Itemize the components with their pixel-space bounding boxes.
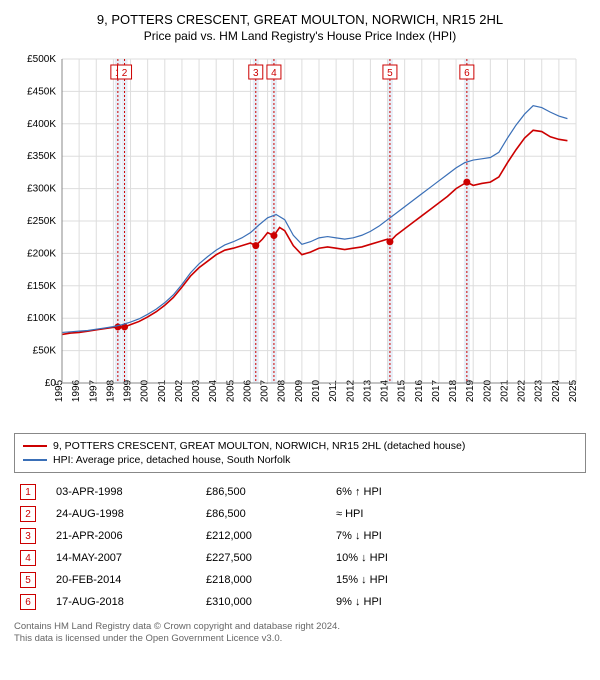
svg-text:£400K: £400K: [27, 119, 56, 130]
legend-swatch: [23, 459, 47, 461]
sale-date: 21-APR-2006: [50, 525, 200, 547]
sale-diff: 9% ↓ HPI: [330, 591, 586, 613]
sale-date: 03-APR-1998: [50, 481, 200, 503]
svg-text:£100K: £100K: [27, 313, 56, 324]
table-row: 6 17-AUG-2018£310,0009% ↓ HPI: [14, 591, 586, 613]
legend-label: 9, POTTERS CRESCENT, GREAT MOULTON, NORW…: [53, 440, 465, 452]
sale-date: 20-FEB-2014: [50, 569, 200, 591]
svg-text:£450K: £450K: [27, 86, 56, 97]
price-chart: £0£50K£100K£150K£200K£250K£300K£350K£400…: [14, 53, 586, 423]
sales-table: 103-APR-1998£86,5006% ↑ HPI224-AUG-1998£…: [14, 481, 586, 613]
svg-text:£150K: £150K: [27, 281, 56, 292]
sale-price: £86,500: [200, 481, 330, 503]
svg-text:5: 5: [387, 68, 393, 79]
sale-price: £212,000: [200, 525, 330, 547]
sale-price: £310,000: [200, 591, 330, 613]
svg-text:£300K: £300K: [27, 184, 56, 195]
sale-date: 24-AUG-1998: [50, 503, 200, 525]
sale-diff: ≈ HPI: [330, 503, 586, 525]
sale-date: 14-MAY-2007: [50, 547, 200, 569]
svg-text:2: 2: [122, 68, 128, 79]
sale-diff: 10% ↓ HPI: [330, 547, 586, 569]
sale-diff: 6% ↑ HPI: [330, 481, 586, 503]
sale-price: £227,500: [200, 547, 330, 569]
svg-text:£500K: £500K: [27, 54, 56, 65]
legend-row: HPI: Average price, detached house, Sout…: [23, 454, 577, 466]
legend-row: 9, POTTERS CRESCENT, GREAT MOULTON, NORW…: [23, 440, 577, 452]
svg-text:4: 4: [271, 68, 277, 79]
svg-text:£250K: £250K: [27, 216, 56, 227]
table-row: 4 14-MAY-2007£227,50010% ↓ HPI: [14, 547, 586, 569]
sale-price: £218,000: [200, 569, 330, 591]
legend-swatch: [23, 445, 47, 447]
svg-text:6: 6: [464, 68, 470, 79]
footer-line: Contains HM Land Registry data © Crown c…: [14, 621, 586, 633]
sale-price: £86,500: [200, 503, 330, 525]
sale-date: 17-AUG-2018: [50, 591, 200, 613]
sale-diff: 15% ↓ HPI: [330, 569, 586, 591]
footer-line: This data is licensed under the Open Gov…: [14, 633, 586, 645]
legend-label: HPI: Average price, detached house, Sout…: [53, 454, 290, 466]
sale-marker-box: 5: [20, 572, 36, 588]
svg-text:£200K: £200K: [27, 248, 56, 259]
sale-marker-box: 1: [20, 484, 36, 500]
svg-text:£50K: £50K: [33, 346, 57, 357]
chart-title: 9, POTTERS CRESCENT, GREAT MOULTON, NORW…: [14, 12, 586, 27]
sale-marker-box: 3: [20, 528, 36, 544]
sale-marker-box: 6: [20, 594, 36, 610]
sale-diff: 7% ↓ HPI: [330, 525, 586, 547]
svg-text:3: 3: [253, 68, 259, 79]
table-row: 2 24-AUG-1998£86,500≈ HPI: [14, 503, 586, 525]
legend: 9, POTTERS CRESCENT, GREAT MOULTON, NORW…: [14, 433, 586, 473]
table-row: 1 03-APR-1998£86,5006% ↑ HPI: [14, 481, 586, 503]
table-row: 3 21-APR-2006£212,0007% ↓ HPI: [14, 525, 586, 547]
chart-footer: Contains HM Land Registry data © Crown c…: [14, 621, 586, 646]
sale-marker-box: 2: [20, 506, 36, 522]
table-row: 5 20-FEB-2014£218,00015% ↓ HPI: [14, 569, 586, 591]
sale-marker-box: 4: [20, 550, 36, 566]
svg-text:£350K: £350K: [27, 151, 56, 162]
chart-subtitle: Price paid vs. HM Land Registry's House …: [14, 29, 586, 43]
